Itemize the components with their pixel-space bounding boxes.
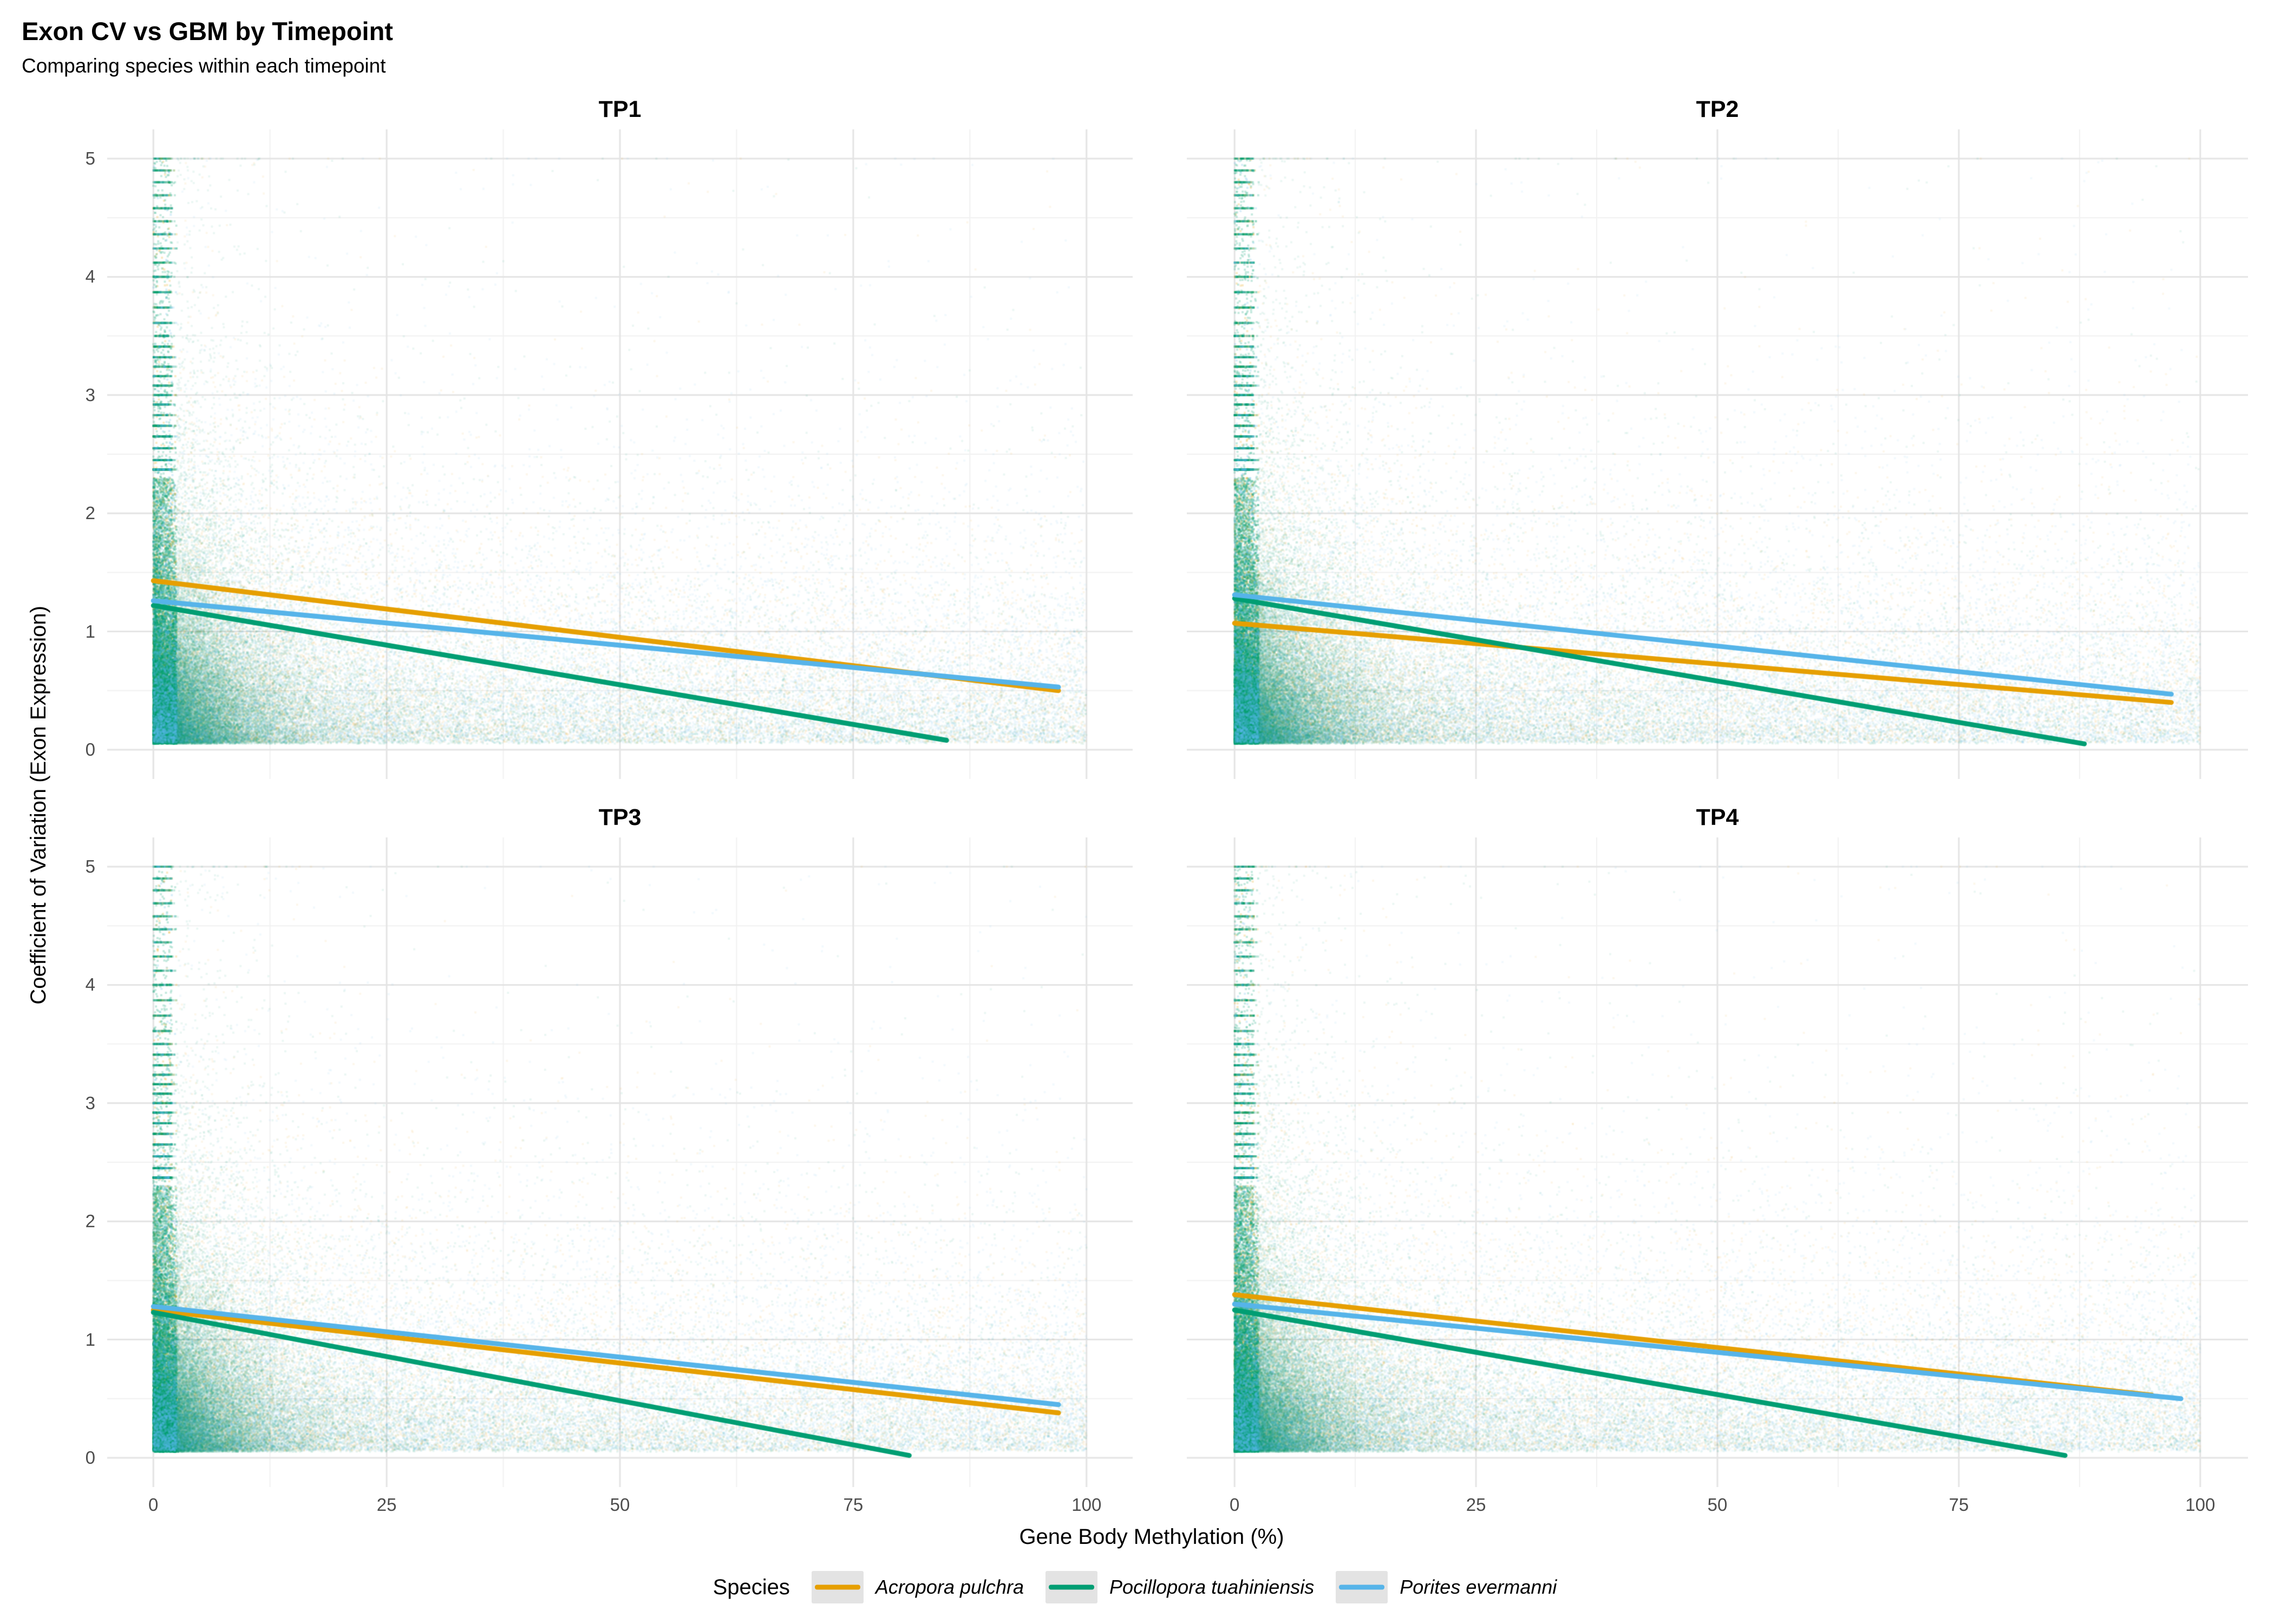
facet-tp1: TP1 0 1 2 3 4 5 (55, 89, 1133, 789)
y-axis-title-container: Coefficient of Variation (Exon Expressio… (22, 89, 55, 1521)
y-tick-label: 0 (85, 1448, 95, 1468)
scatter-panel-tp2 (1187, 129, 2248, 779)
x-tick-label: 25 (1466, 1495, 1486, 1515)
x-tick-labels-tp4: 0 25 50 75 100 (1187, 1487, 2248, 1521)
x-tick-label: 100 (1071, 1495, 1102, 1515)
scatter-canvas-tp3 (107, 837, 1133, 1487)
y-tick-label: 1 (85, 621, 95, 641)
facet-strip-tp2: TP2 (1696, 96, 1739, 122)
y-tick-label: 1 (85, 1329, 95, 1350)
scatter-canvas-tp4 (1187, 837, 2248, 1487)
facet-tp3: TP3 0 1 2 3 4 5 0 25 50 75 100 (55, 797, 1133, 1521)
y-axis-title: Coefficient of Variation (Exon Expressio… (26, 605, 50, 1005)
y-tick-labels-tp3: 0 1 2 3 4 5 (55, 837, 107, 1487)
y-tick-spacer-tp4 (1171, 837, 1187, 1487)
y-tick-label: 3 (85, 1092, 95, 1113)
x-tick-label: 25 (376, 1495, 397, 1515)
trend-line-swatch-porites (1339, 1584, 1385, 1590)
y-tick-label: 2 (85, 1211, 95, 1232)
legend-entry-acropora-pulchra: Acropora pulchra (811, 1571, 1024, 1603)
legend-entry-pocillopora-tuahiniensis: Pocillopora tuahiniensis (1045, 1571, 1314, 1603)
facet-strip-tp1: TP1 (598, 96, 642, 122)
x-tick-spacer-tp1 (107, 779, 1133, 789)
x-tick-label: 50 (610, 1495, 630, 1515)
y-tick-label: 5 (85, 148, 95, 168)
y-tick-label: 3 (85, 384, 95, 405)
y-tick-label: 2 (85, 503, 95, 523)
plot-region: Coefficient of Variation (Exon Expressio… (22, 89, 2248, 1521)
scatter-canvas-tp2 (1187, 129, 2248, 779)
y-tick-labels-tp1: 0 1 2 3 4 5 (55, 129, 107, 779)
legend-label-porites-evermanni: Porites evermanni (1400, 1576, 1557, 1598)
legend-entry-porites-evermanni: Porites evermanni (1336, 1571, 1557, 1603)
facet-tp2: TP2 (1171, 89, 2248, 789)
facet-tp4: TP4 0 25 50 75 100 (1171, 797, 2248, 1521)
x-tick-labels-tp3: 0 25 50 75 100 (107, 1487, 1133, 1521)
scatter-panel-tp3 (107, 837, 1133, 1487)
x-tick-label: 0 (1230, 1495, 1240, 1515)
legend-title: Species (713, 1575, 790, 1599)
trend-line-swatch-pocillopora (1049, 1584, 1095, 1590)
legend-key-porites-evermanni (1336, 1571, 1388, 1603)
x-tick-label: 50 (1707, 1495, 1728, 1515)
legend-label-acropora-pulchra: Acropora pulchra (875, 1576, 1024, 1598)
x-axis-title: Gene Body Methylation (%) (1019, 1525, 1284, 1549)
legend-key-pocillopora-tuahiniensis (1045, 1571, 1098, 1603)
x-tick-label: 100 (2185, 1495, 2216, 1515)
trend-line-swatch-acropora (814, 1584, 860, 1590)
plot-subtitle: Comparing species within each timepoint (22, 55, 386, 77)
x-tick-label: 75 (843, 1495, 864, 1515)
facet-strip-tp4: TP4 (1696, 804, 1739, 830)
legend-key-acropora-pulchra (811, 1571, 864, 1603)
plot-title: Exon CV vs GBM by Timepoint (22, 17, 393, 45)
scatter-canvas-tp1 (107, 129, 1133, 779)
y-tick-spacer-tp2 (1171, 129, 1187, 779)
y-tick-label: 0 (85, 739, 95, 759)
legend-label-pocillopora-tuahiniensis: Pocillopora tuahiniensis (1109, 1576, 1315, 1598)
legend: Species Acropora pulchra Pocillopora tua… (22, 1571, 2248, 1603)
scatter-panel-tp4 (1187, 837, 2248, 1487)
x-tick-label: 75 (1949, 1495, 1969, 1515)
y-tick-label: 4 (85, 974, 95, 995)
y-tick-label: 5 (85, 856, 95, 876)
facet-grid: TP1 0 1 2 3 4 5 TP2 TP3 0 1 2 3 4 5 (55, 89, 2248, 1521)
facet-strip-tp3: TP3 (598, 804, 642, 830)
scatter-panel-tp1 (107, 129, 1133, 779)
x-tick-spacer-tp2 (1187, 779, 2248, 789)
y-tick-label: 4 (85, 266, 95, 287)
x-tick-label: 0 (148, 1495, 159, 1515)
